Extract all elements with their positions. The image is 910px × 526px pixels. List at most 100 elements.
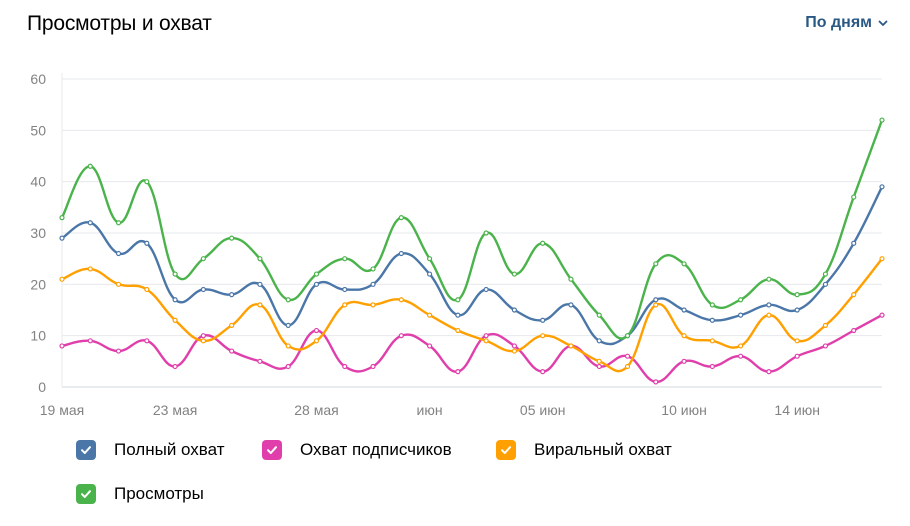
- series-3-point: [568, 276, 574, 282]
- series-2-point: [257, 302, 263, 308]
- series-2-point: [653, 302, 659, 308]
- series-3-point: [200, 256, 206, 262]
- legend-checkbox[interactable]: [76, 440, 96, 460]
- series-1-point: [59, 343, 65, 349]
- series-3-line: [60, 118, 884, 340]
- series-3-point: [87, 163, 93, 169]
- series-1-point: [681, 358, 687, 364]
- series-0-point: [879, 184, 885, 190]
- series-1-point: [851, 327, 857, 334]
- series-3-point: [766, 276, 772, 282]
- series-3-point: [738, 297, 744, 303]
- series-1-point: [229, 348, 235, 354]
- series-3-point: [681, 261, 687, 267]
- series-0-point: [426, 271, 433, 277]
- series-3-point: [483, 230, 489, 236]
- line-chart: 0 10 20 30 40 50 60 19 мая 23 мая 28 мая июн 05 июн…: [30, 71, 885, 418]
- series-2-point: [313, 338, 320, 344]
- series-0-point: [822, 281, 829, 287]
- series-3-point: [822, 271, 829, 277]
- x-tick-label: 10 июн: [661, 402, 707, 418]
- series-0-point: [229, 292, 235, 298]
- series-3-point: [455, 297, 461, 303]
- series-3-point: [596, 312, 602, 318]
- x-tick-label: июн: [417, 402, 443, 418]
- x-tick-label: 23 мая: [153, 402, 197, 418]
- series-1-point: [455, 369, 461, 375]
- legend-label: Просмотры: [114, 484, 204, 503]
- series-1-point: [257, 358, 263, 364]
- series-0-point: [285, 322, 291, 328]
- y-tick-label: 50: [30, 122, 46, 138]
- series-2-point: [172, 317, 178, 323]
- series-1-point: [653, 379, 659, 385]
- series-1-point: [172, 363, 178, 370]
- series-2-point: [822, 322, 829, 328]
- series-3-point: [851, 194, 857, 200]
- series-0-point: [59, 235, 65, 241]
- series-2-point: [879, 256, 885, 262]
- series-3-point: [540, 240, 546, 246]
- series-2-point: [766, 312, 772, 318]
- series-0-point: [681, 307, 687, 313]
- check-icon: [267, 446, 277, 454]
- series-2-point: [229, 322, 235, 328]
- period-dropdown[interactable]: По дням: [805, 14, 888, 32]
- series-3-point: [144, 179, 150, 185]
- series-0-point: [398, 250, 404, 257]
- series-0-point: [483, 286, 489, 293]
- series-3-point: [794, 292, 800, 298]
- legend-item[interactable]: Виральный охват: [496, 440, 672, 460]
- series-3-point: [172, 271, 178, 277]
- series-0-point: [257, 281, 263, 287]
- series-0-point: [455, 312, 461, 318]
- legend-item[interactable]: Охват подписчиков: [262, 440, 452, 460]
- series-0-point: [709, 317, 715, 323]
- x-tick-label: 14 июн: [774, 402, 820, 418]
- legend-checkbox[interactable]: [262, 440, 282, 460]
- series-1-point: [144, 338, 150, 344]
- series-3-point: [370, 266, 376, 272]
- check-icon: [81, 490, 91, 498]
- x-tick-label: 19 мая: [40, 402, 84, 418]
- series-2-point: [540, 333, 546, 339]
- series-2-point: [115, 281, 122, 287]
- series-3-point: [229, 235, 235, 241]
- series-0-point: [200, 286, 206, 293]
- y-tick-label: 20: [30, 276, 46, 292]
- legend-item[interactable]: Просмотры: [76, 484, 204, 504]
- series-3-point: [313, 271, 320, 277]
- series-2-point: [59, 276, 65, 282]
- series-1-point: [794, 353, 800, 359]
- series-2-point: [370, 302, 376, 308]
- series-0-point: [87, 220, 93, 226]
- series-1-point: [879, 312, 885, 318]
- series-0-point: [568, 302, 574, 308]
- series-0-point: [794, 307, 800, 313]
- series-0-point: [540, 317, 546, 323]
- series-0-point: [851, 240, 857, 246]
- legend-checkbox[interactable]: [496, 440, 516, 460]
- series-1-point: [738, 353, 744, 359]
- series-2-point: [200, 338, 206, 344]
- series-1-point: [200, 333, 206, 339]
- series-2-point: [596, 358, 602, 364]
- series-0-point: [738, 312, 744, 318]
- y-tick-label: 0: [38, 379, 46, 395]
- series-3-point: [653, 261, 659, 267]
- series-1-point: [483, 333, 489, 339]
- series-0-point: [653, 297, 659, 303]
- series-0-point: [342, 286, 348, 293]
- legend-checkbox[interactable]: [76, 484, 96, 504]
- series-3-point: [285, 297, 291, 303]
- series-1-point: [313, 327, 320, 334]
- series-3-point: [879, 117, 885, 123]
- legend-item[interactable]: Полный охват: [76, 440, 225, 460]
- series-3-point: [426, 256, 433, 262]
- series-1-point: [370, 363, 376, 370]
- series-1-point: [624, 353, 631, 359]
- series-2-point: [483, 338, 489, 344]
- series-0-point: [144, 240, 150, 246]
- series-1-point: [596, 363, 602, 370]
- series-2-point: [87, 266, 93, 272]
